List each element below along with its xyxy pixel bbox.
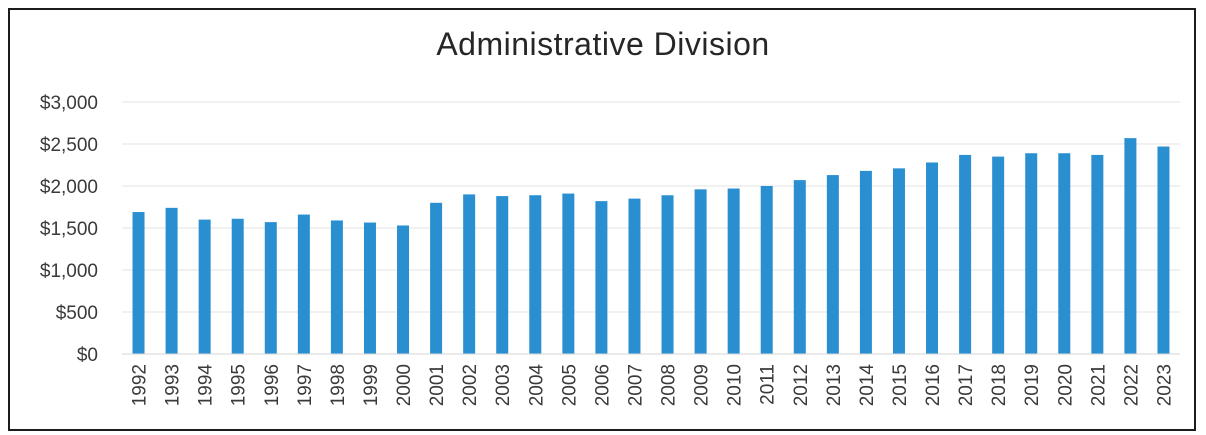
x-tick-label: 2006 xyxy=(592,364,613,406)
x-tick-label: 2022 xyxy=(1121,364,1142,406)
x-tick-label: 1997 xyxy=(295,364,316,406)
y-tick-label: $1,000 xyxy=(40,261,98,282)
x-tick-label: 2011 xyxy=(758,364,779,405)
bar-2006 xyxy=(595,201,608,354)
bar-1999 xyxy=(363,222,376,354)
x-tick-label: 1995 xyxy=(229,364,250,406)
x-tick-label: 2003 xyxy=(493,364,514,406)
bar-2012 xyxy=(793,180,806,354)
y-tick-label: $2,000 xyxy=(40,177,98,198)
x-tick-label: 2016 xyxy=(923,364,944,406)
bar-1992 xyxy=(132,212,145,354)
bar-2014 xyxy=(859,170,872,354)
bar-2010 xyxy=(727,188,740,354)
x-tick-label: 2014 xyxy=(857,364,878,407)
x-tick-label: 1998 xyxy=(328,364,349,406)
y-tick-label: $0 xyxy=(77,345,98,366)
x-tick-label: 2021 xyxy=(1088,364,1109,406)
x-tick-label: 2008 xyxy=(659,364,680,406)
y-tick-label: $1,500 xyxy=(40,219,98,240)
x-tick-label: 2010 xyxy=(725,364,746,406)
bar-2017 xyxy=(959,154,972,354)
bar-2001 xyxy=(430,202,443,354)
bar-2013 xyxy=(826,175,839,354)
bar-2015 xyxy=(892,168,905,354)
bar-2002 xyxy=(463,194,476,354)
bar-1998 xyxy=(330,220,343,354)
bar-2011 xyxy=(760,186,773,354)
bar-2023 xyxy=(1157,146,1170,354)
x-tick-label: 2013 xyxy=(824,364,845,406)
x-tick-label: 2005 xyxy=(559,364,580,406)
x-tick-label: 2020 xyxy=(1055,364,1076,406)
x-tick-label: 2018 xyxy=(989,364,1010,406)
x-tick-label: 2015 xyxy=(890,364,911,406)
x-tick-label: 2017 xyxy=(956,364,977,406)
x-tick-label: 1994 xyxy=(196,364,217,407)
y-tick-label: $3,000 xyxy=(40,93,98,114)
bar-2021 xyxy=(1091,154,1104,354)
x-tick-label: 2023 xyxy=(1154,364,1175,406)
x-tick-label: 1992 xyxy=(130,364,151,406)
bar-1994 xyxy=(198,219,211,354)
x-tick-label: 2007 xyxy=(625,364,646,406)
bars xyxy=(132,138,1170,354)
x-tick-label: 2012 xyxy=(791,364,812,406)
bar-2016 xyxy=(926,162,939,354)
y-tick-label: $500 xyxy=(56,303,98,324)
gridlines xyxy=(122,101,1180,313)
bar-2007 xyxy=(628,198,641,354)
bar-2019 xyxy=(1025,153,1038,354)
x-tick-label: 2019 xyxy=(1022,364,1043,406)
bar-1993 xyxy=(165,207,178,354)
bar-2009 xyxy=(694,189,707,354)
chart-title: Administrative Division xyxy=(436,26,770,62)
bar-2008 xyxy=(661,195,674,354)
bar-2022 xyxy=(1124,138,1137,354)
bar-1996 xyxy=(264,222,277,354)
bar-2018 xyxy=(992,156,1005,354)
x-tick-label: 1996 xyxy=(262,364,283,406)
bar-1995 xyxy=(231,218,244,354)
bar-2004 xyxy=(529,195,542,354)
x-tick-label: 2004 xyxy=(526,364,547,407)
bar-2003 xyxy=(496,196,509,354)
x-tick-label: 1993 xyxy=(163,364,184,406)
x-tick-label: 2001 xyxy=(427,364,448,406)
y-tick-label: $2,500 xyxy=(40,135,98,156)
x-tick-label: 2000 xyxy=(394,364,415,406)
bar-2005 xyxy=(562,193,575,354)
bar-2020 xyxy=(1058,153,1071,354)
x-tick-label: 2002 xyxy=(460,364,481,406)
x-tick-label: 1999 xyxy=(361,364,382,406)
bar-2000 xyxy=(397,225,410,354)
x-axis-ticks: 1992 1993 1994 1995 1996 1997 1998 1999 2000 2001… xyxy=(130,364,1176,407)
x-tick-label: 2009 xyxy=(692,364,713,406)
bar-1997 xyxy=(297,214,310,354)
y-axis-ticks: $0 $500 $1,000 $1,500 $2,000 $2,500 $3,000 xyxy=(40,93,98,366)
